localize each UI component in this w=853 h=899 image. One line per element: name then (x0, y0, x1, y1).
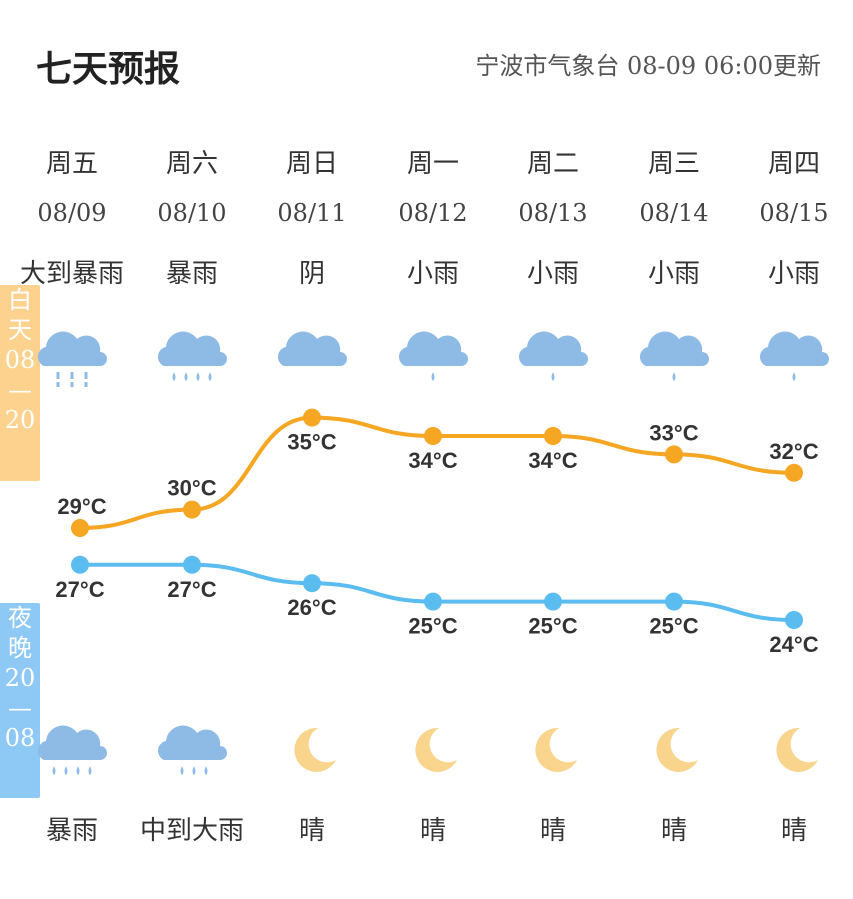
date-label: 08/10 (157, 199, 227, 227)
weekday-label: 周一 (406, 149, 459, 179)
heavy-rain-icon (157, 331, 227, 381)
high-temp-label: 33°C (649, 420, 698, 445)
update-time: 08-09 06:00更新 (627, 52, 821, 80)
weekday-label: 周二 (526, 149, 579, 179)
low-temp-point (424, 592, 442, 611)
high-temp-label: 35°C (287, 430, 336, 455)
low-temp-point (544, 592, 562, 611)
daytime-label-char: 20 (4, 406, 36, 434)
date-label: 08/09 (37, 199, 107, 227)
heavy-rain-icon (37, 331, 108, 387)
high-temp-label: 29°C (57, 494, 106, 519)
low-temp-label: 25°C (649, 614, 698, 639)
night-weather-label: 晴 (298, 816, 325, 846)
high-temp-label: 34°C (528, 448, 577, 473)
low-temp-label: 25°C (528, 614, 577, 639)
night-weather-label: 晴 (539, 816, 566, 846)
low-temp-point (303, 574, 321, 593)
low-temp-label: 26°C (287, 595, 336, 620)
light-rain-icon (639, 331, 709, 381)
night-weather-label: 暴雨 (45, 816, 98, 846)
high-temp-point (544, 427, 562, 445)
moon-icon (776, 727, 818, 772)
daytime-label-char: 天 (8, 316, 32, 344)
weekday-label: 周五 (45, 149, 98, 179)
day-weather-label: 小雨 (647, 259, 700, 289)
light-rain-icon (759, 331, 829, 381)
day-weather-label: 阴 (298, 259, 325, 289)
weekday-label: 周三 (647, 149, 700, 179)
daytime-label-char: — (8, 376, 32, 404)
heavy-rain-icon (37, 725, 108, 775)
nighttime-label-char: — (8, 694, 32, 722)
low-temp-label: 24°C (769, 632, 818, 657)
moon-icon (415, 727, 457, 772)
source-name: 宁波市气象台 (475, 52, 620, 80)
high-temp-point (785, 463, 803, 482)
night-weather-label: 晴 (660, 816, 687, 846)
high-temp-point (303, 408, 321, 427)
high-temp-point (424, 427, 442, 445)
low-temp-point (785, 611, 803, 629)
low-temp-label: 27°C (55, 577, 104, 602)
nighttime-label-char: 夜 (8, 604, 32, 632)
high-temp-label: 34°C (408, 448, 457, 473)
daytime-label: 白 天 08 — 20 (0, 285, 40, 481)
nighttime-label-char: 晚 (8, 634, 32, 662)
moon-icon (656, 727, 698, 772)
overcast-icon (277, 331, 347, 366)
low-temp-point (665, 592, 683, 611)
moon-icon (535, 727, 577, 772)
weekday-label: 周六 (165, 149, 218, 179)
date-label: 08/11 (277, 199, 347, 227)
date-label: 08/15 (759, 199, 829, 227)
day-weather-label: 大到暴雨 (19, 259, 124, 289)
weekday-label: 周日 (285, 149, 338, 179)
date-label: 08/13 (518, 199, 588, 227)
moderate-rain-icon (157, 725, 227, 775)
daytime-label-char: 白 (8, 286, 32, 314)
nighttime-label-char: 20 (4, 664, 36, 692)
date-label: 08/14 (639, 199, 709, 227)
day-weather-label: 小雨 (406, 259, 459, 289)
low-temp-label: 27°C (167, 577, 216, 602)
day-weather-label: 小雨 (526, 259, 579, 289)
high-temp-point (71, 519, 89, 537)
night-weather-label: 晴 (419, 816, 446, 846)
light-rain-icon (398, 331, 468, 381)
nighttime-label: 夜 晚 20 — 08 (0, 603, 40, 798)
day-weather-label: 小雨 (767, 259, 820, 289)
date-label: 08/12 (398, 199, 468, 227)
low-temp-point (183, 555, 201, 574)
day-weather-label: 暴雨 (165, 259, 218, 289)
high-temp-label: 30°C (167, 476, 216, 501)
night-weather-label: 晴 (780, 816, 807, 846)
forecast-source: 宁波市气象台 08-09 06:00更新 (475, 46, 821, 81)
high-temp-point (665, 445, 683, 464)
night-weather-label: 中到大雨 (139, 816, 244, 846)
light-rain-icon (518, 331, 588, 381)
daytime-label-char: 08 (4, 346, 36, 374)
nighttime-label-char: 08 (4, 724, 36, 752)
low-temp-label: 25°C (408, 614, 457, 639)
weekday-label: 周四 (767, 149, 820, 179)
high-temp-point (183, 500, 201, 519)
page-title: 七天预报 (36, 49, 181, 90)
moon-icon (294, 727, 336, 772)
low-temp-point (71, 555, 89, 574)
high-temp-label: 32°C (769, 439, 818, 464)
